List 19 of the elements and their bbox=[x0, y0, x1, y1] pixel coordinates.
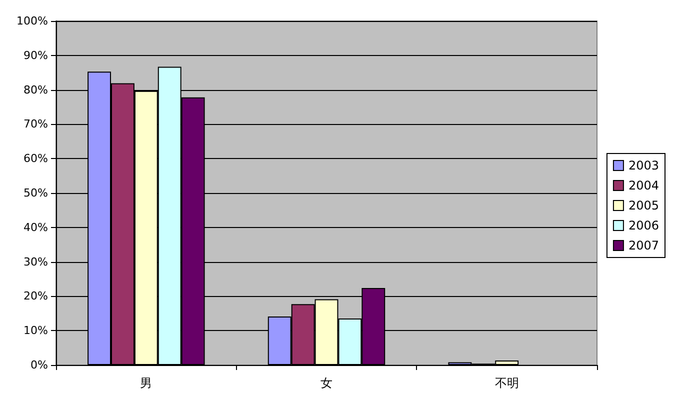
y-tick-label: 0% bbox=[30, 358, 48, 372]
y-tick-label: 10% bbox=[24, 324, 48, 338]
y-tick-label: 70% bbox=[24, 118, 48, 131]
legend-label: 2006 bbox=[628, 218, 660, 232]
y-tick-label: 60% bbox=[24, 152, 48, 166]
y-tick-label: 90% bbox=[24, 48, 48, 62]
legend-label: 2004 bbox=[628, 178, 660, 192]
x-tick-label: 男 bbox=[140, 376, 152, 390]
x-tick-label: 女 bbox=[320, 376, 332, 390]
y-tick-label: 80% bbox=[24, 83, 48, 96]
legend-label: 2005 bbox=[628, 198, 660, 212]
x-tick-label: 不明 bbox=[494, 376, 519, 390]
y-tick-label: 30% bbox=[24, 255, 48, 268]
y-tick-label: 20% bbox=[24, 290, 48, 303]
y-tick-label: 100% bbox=[16, 14, 48, 28]
y-tick-label: 50% bbox=[24, 186, 48, 200]
legend-label: 2007 bbox=[628, 238, 660, 252]
legend-label: 2003 bbox=[628, 158, 660, 172]
y-tick-label: 40% bbox=[24, 220, 48, 234]
